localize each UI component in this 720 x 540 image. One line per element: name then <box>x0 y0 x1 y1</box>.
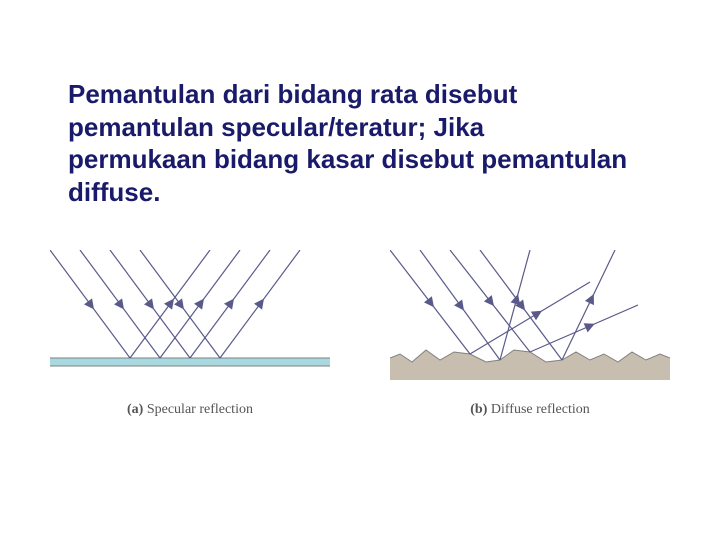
caption-b-text: Diffuse reflection <box>491 402 590 417</box>
figure-b: (b) Diffuse reflection <box>380 250 680 418</box>
figures-row: (a) Specular reflection (b) Diffuse refl… <box>40 250 680 418</box>
title-text: Pemantulan dari bidang rata disebut pema… <box>68 78 628 208</box>
specular-reflection-diagram <box>50 250 330 390</box>
caption-b: (b) Diffuse reflection <box>470 402 590 418</box>
caption-a-label: (a) <box>127 402 143 417</box>
caption-b-label: (b) <box>470 402 487 417</box>
caption-a: (a) Specular reflection <box>127 402 253 418</box>
diffuse-reflection-diagram <box>390 250 670 390</box>
caption-a-text: Specular reflection <box>147 402 253 417</box>
figure-a: (a) Specular reflection <box>40 250 340 418</box>
